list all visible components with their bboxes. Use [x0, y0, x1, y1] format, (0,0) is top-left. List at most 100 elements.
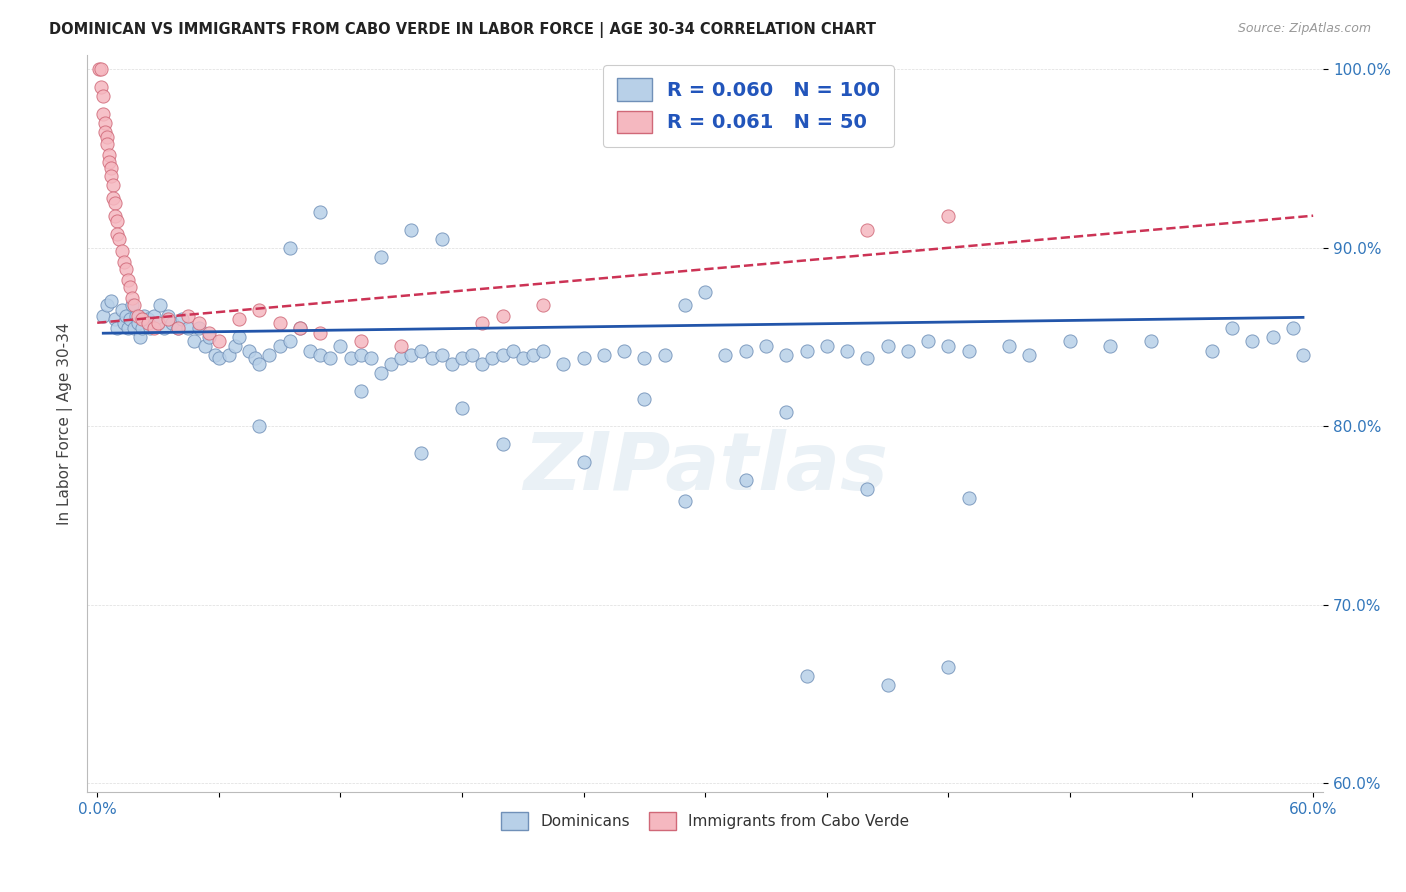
Point [245, 351, 267, 366]
Point [107, 227, 129, 241]
Point [208, 351, 231, 366]
Point [136, 316, 159, 330]
Point [775, 348, 797, 362]
Point [319, 351, 342, 366]
Point [1261, 330, 1284, 344]
Point [187, 316, 209, 330]
Point [90, 62, 112, 77]
Point [856, 351, 879, 366]
Point [157, 312, 180, 326]
Text: ZIPatlas: ZIPatlas [523, 429, 887, 507]
Point [389, 351, 412, 366]
Point [157, 309, 180, 323]
Point [592, 348, 614, 362]
Point [142, 321, 165, 335]
Point [1292, 348, 1315, 362]
Point [218, 348, 240, 362]
Point [695, 285, 717, 300]
Point [91, 107, 114, 121]
Point [451, 351, 474, 366]
Point [194, 339, 217, 353]
Point [132, 309, 155, 323]
Point [917, 334, 939, 348]
Point [451, 401, 474, 416]
Point [269, 316, 291, 330]
Point [96, 130, 118, 145]
Point [107, 214, 129, 228]
Point [796, 669, 818, 683]
Point [796, 344, 818, 359]
Point [177, 321, 200, 335]
Point [714, 348, 737, 362]
Point [430, 348, 453, 362]
Point [110, 244, 132, 259]
Point [957, 344, 980, 359]
Point [440, 357, 463, 371]
Point [401, 348, 423, 362]
Point [122, 298, 145, 312]
Point [208, 334, 231, 348]
Point [146, 316, 169, 330]
Point [411, 446, 433, 460]
Point [118, 280, 141, 294]
Point [100, 169, 122, 184]
Point [117, 321, 139, 335]
Point [370, 366, 392, 380]
Point [89, 62, 111, 77]
Point [100, 294, 122, 309]
Point [104, 312, 127, 326]
Point [411, 344, 433, 359]
Point [471, 357, 494, 371]
Point [96, 298, 118, 312]
Point [197, 326, 219, 341]
Point [531, 298, 554, 312]
Point [957, 491, 980, 505]
Point [1282, 321, 1305, 335]
Point [98, 155, 121, 169]
Point [94, 116, 117, 130]
Point [938, 339, 960, 353]
Point [90, 80, 112, 95]
Point [430, 232, 453, 246]
Point [491, 348, 513, 362]
Point [461, 348, 484, 362]
Point [103, 191, 125, 205]
Point [553, 357, 575, 371]
Point [100, 161, 122, 175]
Text: Source: ZipAtlas.com: Source: ZipAtlas.com [1237, 22, 1371, 36]
Point [278, 241, 301, 255]
Point [167, 321, 190, 335]
Point [127, 309, 149, 323]
Point [309, 326, 332, 341]
Point [104, 196, 127, 211]
Point [309, 205, 332, 219]
Point [107, 321, 129, 335]
Point [360, 351, 382, 366]
Point [114, 309, 136, 323]
Point [259, 348, 281, 362]
Point [329, 339, 352, 353]
Point [309, 348, 332, 362]
Point [401, 223, 423, 237]
Point [572, 455, 595, 469]
Text: DOMINICAN VS IMMIGRANTS FROM CABO VERDE IN LABOR FORCE | AGE 30-34 CORRELATION C: DOMINICAN VS IMMIGRANTS FROM CABO VERDE … [49, 22, 876, 38]
Point [531, 344, 554, 359]
Point [121, 298, 143, 312]
Point [247, 419, 270, 434]
Point [288, 321, 311, 335]
Point [502, 344, 524, 359]
Point [522, 348, 544, 362]
Point [146, 316, 169, 330]
Point [734, 344, 756, 359]
Point [420, 351, 443, 366]
Point [350, 384, 373, 398]
Point [673, 494, 696, 508]
Point [633, 351, 655, 366]
Point [633, 392, 655, 407]
Point [897, 344, 920, 359]
Point [1018, 348, 1040, 362]
Y-axis label: In Labor Force | Age 30-34: In Labor Force | Age 30-34 [58, 322, 73, 524]
Point [238, 344, 260, 359]
Point [177, 309, 200, 323]
Point [654, 348, 676, 362]
